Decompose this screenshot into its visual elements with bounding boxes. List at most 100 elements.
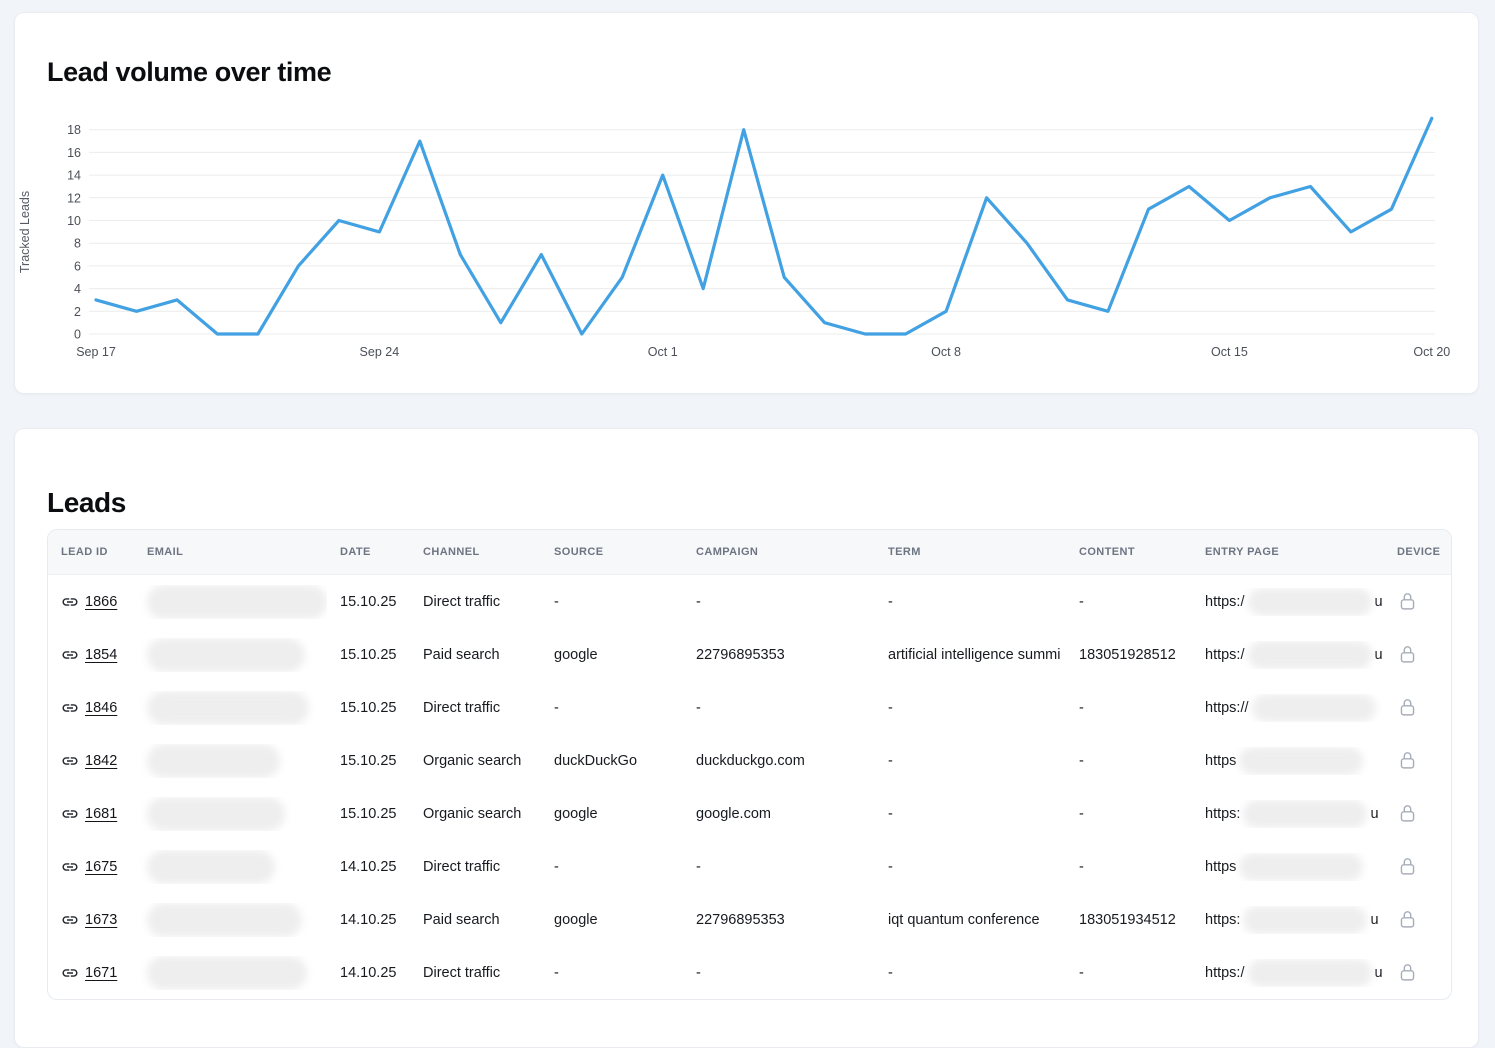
x-tick-label: Sep 17 — [76, 345, 116, 359]
email-cell — [134, 955, 327, 990]
lead-id-link[interactable]: 1671 — [85, 964, 118, 981]
email-cell — [134, 743, 327, 778]
lead-id-link[interactable]: 1673 — [85, 911, 118, 928]
lock-icon — [1400, 858, 1415, 875]
campaign-cell: - — [696, 593, 701, 610]
redacted-email — [147, 849, 275, 884]
content-cell: - — [1079, 964, 1084, 981]
chart-title: Lead volume over time — [47, 57, 332, 87]
table-row: 1671 14.10.25 Direct traffic - - - - htt… — [48, 946, 1451, 999]
entry-page-url-prefix: https:/ — [1205, 964, 1245, 981]
source-cell: - — [554, 964, 559, 981]
content-cell: 183051934512 — [1079, 911, 1176, 928]
lead-id-link[interactable]: 1846 — [85, 699, 118, 716]
source-cell: - — [554, 699, 559, 716]
term-cell: artificial intelligence summi — [888, 646, 1061, 663]
term-cell: - — [888, 858, 893, 875]
term-cell: - — [888, 964, 893, 981]
lock-icon — [1400, 805, 1415, 822]
entry-page-cell: https: u — [1192, 799, 1384, 828]
lead-id-cell: 1846 — [48, 699, 134, 717]
lock-icon — [1400, 911, 1415, 928]
entry-page-cell: https: u — [1192, 905, 1384, 934]
column-header-term: TERM — [888, 546, 921, 558]
link-icon — [62, 756, 78, 765]
entry-page-cell: https:/ u — [1192, 958, 1384, 987]
content-cell: - — [1079, 858, 1084, 875]
redacted-email — [147, 796, 285, 831]
lead-id-cell: 1681 — [48, 805, 134, 823]
link-icon — [62, 809, 78, 818]
content-cell: - — [1079, 805, 1084, 822]
lead-volume-chart: 0 2 4 6 8 10 12 14 16 18 Sep 17 Sep 24 Oct 1 Oct 8 Oct… — [18, 116, 1450, 359]
table-row: 1846 15.10.25 Direct traffic - - - - htt… — [48, 681, 1451, 734]
lock-icon — [1400, 699, 1415, 716]
x-tick-label: Oct 20 — [1413, 345, 1450, 359]
entry-page-url-prefix: https: — [1205, 911, 1241, 928]
column-header-campaign: CAMPAIGN — [696, 546, 759, 558]
source-cell: - — [554, 593, 559, 610]
channel-cell: Paid search — [423, 646, 500, 663]
entry-page-url-prefix: https — [1205, 858, 1237, 875]
lead-id-cell: 1671 — [48, 964, 134, 982]
term-cell: - — [888, 699, 893, 716]
date-cell: 15.10.25 — [340, 752, 397, 769]
email-cell — [134, 796, 327, 831]
y-tick-label: 18 — [67, 123, 81, 137]
device-cell — [1384, 909, 1453, 930]
lead-id-link[interactable]: 1681 — [85, 805, 118, 822]
campaign-cell: - — [696, 858, 701, 875]
source-cell: - — [554, 858, 559, 875]
y-axis-title: Tracked Leads — [18, 191, 32, 273]
campaign-cell: duckduckgo.com — [696, 752, 805, 769]
link-icon — [62, 703, 78, 712]
x-tick-label: Oct 1 — [648, 345, 678, 359]
link-icon — [62, 650, 78, 659]
term-cell: - — [888, 593, 893, 610]
channel-cell: Direct traffic — [423, 593, 501, 610]
campaign-cell: 22796895353 — [696, 646, 785, 663]
entry-page-url-suffix: u — [1374, 646, 1383, 663]
date-cell: 14.10.25 — [340, 858, 397, 875]
lead-id-link[interactable]: 1854 — [85, 646, 118, 663]
leads-table: LEAD ID EMAIL DATE CHANNEL SOURCE CAMPAIGN TER… — [47, 529, 1452, 1000]
table-header-row: LEAD ID EMAIL DATE CHANNEL SOURCE CAMPAIGN TER… — [48, 530, 1451, 575]
lead-id-link[interactable]: 1842 — [85, 752, 118, 769]
channel-cell: Direct traffic — [423, 964, 501, 981]
device-cell — [1384, 644, 1453, 665]
entry-page-url-suffix: u — [1370, 805, 1379, 822]
lead-id-cell: 1866 — [48, 593, 134, 611]
entry-page-url-prefix: https — [1205, 752, 1237, 769]
source-cell: google — [554, 911, 598, 928]
link-icon — [62, 597, 78, 606]
lead-id-cell: 1842 — [48, 752, 134, 770]
link-icon — [62, 968, 78, 977]
lead-id-link[interactable]: 1866 — [85, 593, 118, 610]
term-cell: - — [888, 805, 893, 822]
redacted-url — [1243, 905, 1368, 934]
entry-page-url-suffix: u — [1370, 911, 1379, 928]
redacted-email — [147, 584, 327, 619]
x-tick-label: Sep 24 — [360, 345, 400, 359]
content-cell: 183051928512 — [1079, 646, 1176, 663]
y-tick-label: 4 — [74, 282, 81, 296]
leads-line-series — [94, 116, 1434, 336]
entry-page-cell: https:// — [1192, 693, 1384, 722]
redacted-url — [1247, 958, 1372, 987]
device-cell — [1384, 962, 1453, 983]
redacted-email — [147, 955, 307, 990]
device-cell — [1384, 697, 1453, 718]
entry-page-cell: https — [1192, 746, 1384, 775]
column-header-channel: CHANNEL — [423, 546, 480, 558]
source-cell: duckDuckGo — [554, 752, 638, 769]
entry-page-url-prefix: https:// — [1205, 699, 1249, 716]
channel-cell: Organic search — [423, 752, 522, 769]
email-cell — [134, 637, 327, 672]
email-cell — [134, 902, 327, 937]
column-header-lead-id: LEAD ID — [61, 546, 108, 558]
lead-id-link[interactable]: 1675 — [85, 858, 118, 875]
term-cell: - — [888, 752, 893, 769]
lead-id-cell: 1675 — [48, 858, 134, 876]
source-cell: google — [554, 805, 598, 822]
channel-cell: Paid search — [423, 911, 500, 928]
